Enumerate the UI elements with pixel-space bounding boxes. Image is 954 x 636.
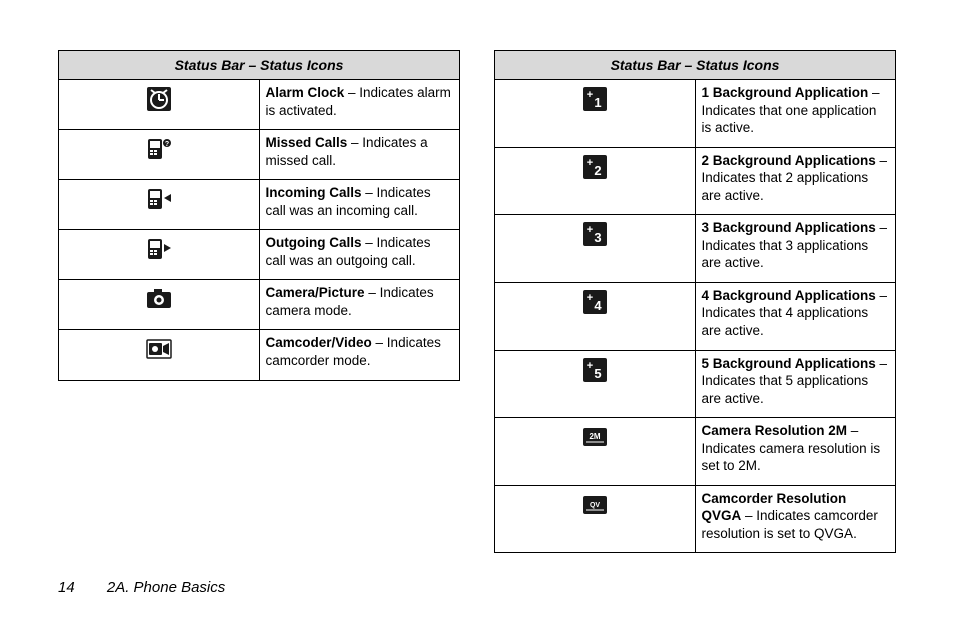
description-cell: Outgoing Calls – Indicates call was an o… — [259, 230, 460, 280]
description-cell: Camcoder/Video – Indicates camcorder mod… — [259, 330, 460, 380]
icon-cell: +5 — [495, 350, 696, 418]
tables-wrap: Status Bar – Status Icons Alarm Clock – … — [58, 50, 896, 553]
term: Outgoing Calls — [266, 235, 362, 250]
icon-cell: +4 — [495, 282, 696, 350]
icon-cell: +3 — [495, 215, 696, 283]
table-row: ? Missed Calls – Indicates a missed call. — [59, 130, 460, 180]
res2m-icon: 2M — [582, 424, 608, 450]
table-row: Outgoing Calls – Indicates call was an o… — [59, 230, 460, 280]
incoming-icon — [146, 186, 172, 212]
term: Camcoder/Video — [266, 335, 372, 350]
table-row: QV Camcorder Resolution QVGA – Indicates … — [495, 485, 896, 553]
bg5-icon: +5 — [582, 357, 608, 383]
alarm-icon — [146, 86, 172, 112]
bg2-icon: +2 — [582, 154, 608, 180]
table-row: Alarm Clock – Indicates alarm is activat… — [59, 80, 460, 130]
svg-text:?: ? — [165, 141, 169, 148]
right-status-table: Status Bar – Status Icons +1 1 Background… — [494, 50, 896, 553]
term: 1 Background Application — [702, 85, 869, 100]
table-row: +3 3 Background Applications – Indicates … — [495, 215, 896, 283]
description-cell: Incoming Calls – Indicates call was an i… — [259, 180, 460, 230]
camcorder-icon — [146, 336, 172, 362]
icon-cell: +2 — [495, 147, 696, 215]
svg-text:1: 1 — [594, 95, 601, 110]
icon-cell — [59, 280, 260, 330]
icon-cell — [59, 180, 260, 230]
icon-cell: QV — [495, 485, 696, 553]
term: Camera Resolution 2M — [702, 423, 848, 438]
svg-text:+: + — [587, 157, 593, 169]
icon-cell: ? — [59, 130, 260, 180]
left-status-table: Status Bar – Status Icons Alarm Clock – … — [58, 50, 460, 381]
camera-icon — [146, 286, 172, 312]
term: Missed Calls — [266, 135, 348, 150]
term: 4 Background Applications — [702, 288, 876, 303]
table-row: Camera/Picture – Indicates camera mode. — [59, 280, 460, 330]
svg-text:4: 4 — [594, 298, 602, 313]
page-number: 14 — [58, 579, 75, 596]
svg-text:+: + — [587, 224, 593, 236]
icon-cell — [59, 330, 260, 380]
missed-icon: ? — [146, 136, 172, 162]
right-table-body: +1 1 Background Application – Indicates t… — [495, 80, 896, 553]
svg-text:2: 2 — [594, 163, 601, 178]
icon-cell — [59, 80, 260, 130]
description-cell: 5 Background Applications – Indicates th… — [695, 350, 896, 418]
bg3-icon: +3 — [582, 221, 608, 247]
svg-text:+: + — [587, 292, 593, 304]
table-row: Camcoder/Video – Indicates camcorder mod… — [59, 330, 460, 380]
svg-text:+: + — [587, 360, 593, 372]
svg-text:3: 3 — [594, 230, 601, 245]
table-row: +5 5 Background Applications – Indicates … — [495, 350, 896, 418]
icon-cell — [59, 230, 260, 280]
table-row: 2M Camera Resolution 2M – Indicates camer… — [495, 418, 896, 486]
description-cell: Camera Resolution 2M – Indicates camera … — [695, 418, 896, 486]
description-cell: Missed Calls – Indicates a missed call. — [259, 130, 460, 180]
term: Camera/Picture — [266, 285, 365, 300]
term: 5 Background Applications — [702, 356, 876, 371]
svg-text:5: 5 — [594, 366, 601, 381]
term: 2 Background Applications — [702, 153, 876, 168]
right-table-header: Status Bar – Status Icons — [495, 51, 896, 80]
term: Alarm Clock — [266, 85, 345, 100]
outgoing-icon — [146, 236, 172, 262]
icon-cell: 2M — [495, 418, 696, 486]
left-table-header: Status Bar – Status Icons — [59, 51, 460, 80]
bg1-icon: +1 — [582, 86, 608, 112]
svg-text:2M: 2M — [589, 432, 600, 441]
bg4-icon: +4 — [582, 289, 608, 315]
svg-text:+: + — [587, 89, 593, 101]
svg-text:QV: QV — [590, 502, 600, 509]
term: Incoming Calls — [266, 185, 362, 200]
resqvga-icon: QV — [582, 492, 608, 518]
page: Status Bar – Status Icons Alarm Clock – … — [0, 0, 954, 553]
description-cell: 1 Background Application – Indicates tha… — [695, 80, 896, 148]
description-cell: Alarm Clock – Indicates alarm is activat… — [259, 80, 460, 130]
page-footer: 14 2A. Phone Basics — [58, 579, 225, 596]
table-row: Incoming Calls – Indicates call was an i… — [59, 180, 460, 230]
description-cell: Camera/Picture – Indicates camera mode. — [259, 280, 460, 330]
left-table-body: Alarm Clock – Indicates alarm is activat… — [59, 80, 460, 381]
description-cell: 4 Background Applications – Indicates th… — [695, 282, 896, 350]
table-row: +1 1 Background Application – Indicates t… — [495, 80, 896, 148]
description-cell: Camcorder Resolution QVGA – Indicates ca… — [695, 485, 896, 553]
description-cell: 2 Background Applications – Indicates th… — [695, 147, 896, 215]
section-title: 2A. Phone Basics — [107, 579, 225, 596]
table-row: +2 2 Background Applications – Indicates … — [495, 147, 896, 215]
table-row: +4 4 Background Applications – Indicates … — [495, 282, 896, 350]
term: 3 Background Applications — [702, 220, 876, 235]
description-cell: 3 Background Applications – Indicates th… — [695, 215, 896, 283]
icon-cell: +1 — [495, 80, 696, 148]
